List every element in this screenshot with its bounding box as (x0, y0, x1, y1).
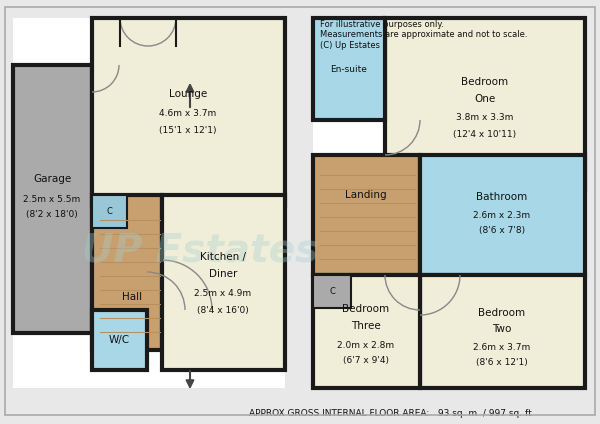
Text: Bedroom: Bedroom (343, 304, 389, 314)
Text: Landing: Landing (345, 190, 387, 200)
Bar (92, 18, 285, 206)
Text: Lounge: Lounge (169, 89, 207, 99)
Text: C: C (106, 206, 112, 215)
Text: APPROX GROSS INTERNAL FLOOR AREA:   93 sq. m  / 997 sq. ft: APPROX GROSS INTERNAL FLOOR AREA: 93 sq.… (248, 408, 532, 418)
Bar (313, 18, 385, 120)
Bar (92, 195, 127, 228)
Bar (92, 195, 162, 350)
Text: One: One (475, 94, 496, 104)
Text: Kitchen /: Kitchen / (200, 252, 246, 262)
Text: Hall: Hall (122, 292, 142, 302)
Bar (313, 275, 351, 308)
Text: Two: Two (493, 324, 512, 334)
Text: C: C (329, 287, 335, 296)
Text: Diner: Diner (209, 269, 237, 279)
Text: 2.5m x 4.9m: 2.5m x 4.9m (194, 290, 251, 298)
Text: UP Estates: UP Estates (82, 231, 318, 269)
Text: (8'2 x 18'0): (8'2 x 18'0) (26, 210, 78, 220)
Text: Bathroom: Bathroom (476, 192, 527, 202)
Bar (385, 18, 585, 190)
Bar (420, 275, 585, 388)
Text: W/C: W/C (109, 335, 130, 345)
Bar (313, 18, 585, 388)
Text: 2.6m x 3.7m: 2.6m x 3.7m (473, 343, 530, 351)
Bar (92, 310, 147, 370)
Text: 2.0m x 2.8m: 2.0m x 2.8m (337, 340, 395, 349)
Text: 3.8m x 3.3m: 3.8m x 3.3m (457, 114, 514, 123)
Text: En-suite: En-suite (331, 64, 367, 73)
Text: (6'7 x 9'4): (6'7 x 9'4) (343, 357, 389, 365)
Bar (313, 155, 420, 275)
Text: 2.5m x 5.5m: 2.5m x 5.5m (23, 195, 80, 204)
Text: (15'1 x 12'1): (15'1 x 12'1) (159, 126, 217, 134)
Text: Three: Three (351, 321, 381, 331)
Bar (420, 155, 585, 275)
Text: Garage: Garage (33, 174, 71, 184)
Text: (12'4 x 10'11): (12'4 x 10'11) (454, 129, 517, 139)
Text: Bedroom: Bedroom (461, 77, 509, 87)
Bar (313, 275, 420, 388)
Text: 2.6m x 2.3m: 2.6m x 2.3m (473, 210, 530, 220)
Bar (13, 18, 285, 388)
Text: Bedroom: Bedroom (478, 308, 526, 318)
Text: (8'6 x 7'8): (8'6 x 7'8) (479, 226, 525, 235)
Bar (162, 195, 285, 370)
Text: 4.6m x 3.7m: 4.6m x 3.7m (160, 109, 217, 118)
Text: (8'6 x 12'1): (8'6 x 12'1) (476, 359, 528, 368)
Bar (13, 65, 92, 333)
Text: For illustrative purposes only.
Measurements are approximate and not to scale.
(: For illustrative purposes only. Measurem… (320, 20, 527, 50)
Text: (8'4 x 16'0): (8'4 x 16'0) (197, 306, 249, 315)
